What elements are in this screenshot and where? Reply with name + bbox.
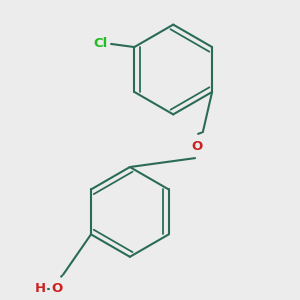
Text: Cl: Cl xyxy=(93,38,107,50)
Text: H: H xyxy=(34,282,46,295)
Text: O: O xyxy=(191,140,202,153)
Text: O: O xyxy=(51,282,63,295)
